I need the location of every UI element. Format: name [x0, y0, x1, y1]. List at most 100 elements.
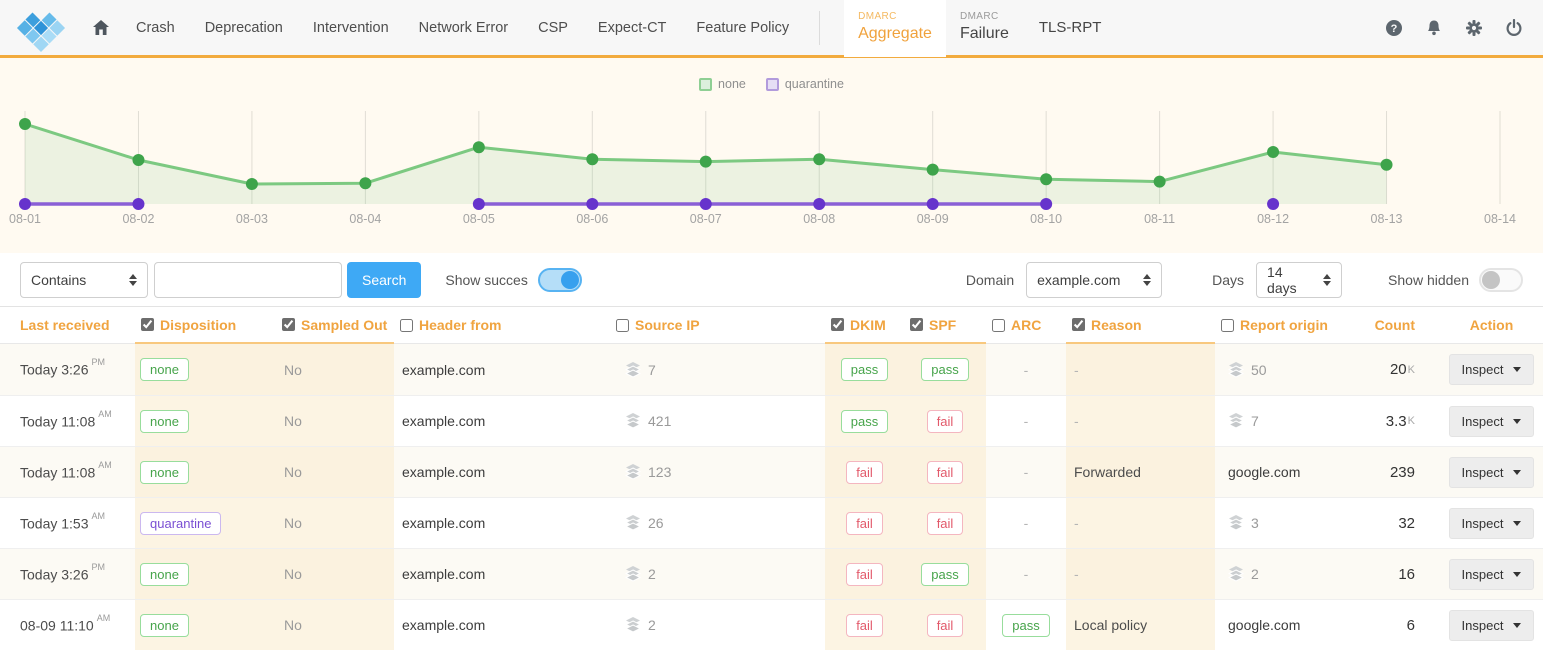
column-header-spf[interactable]: SPF	[904, 307, 986, 344]
column-header-disposition[interactable]: Disposition	[135, 307, 276, 344]
dmarc-trend-chart: none quarantine 08-01 08-02 08-03 08-04 08-0…	[0, 58, 1543, 253]
column-label: Reason	[1091, 316, 1142, 333]
none-point[interactable]	[132, 154, 145, 166]
column-checkbox-reason[interactable]	[1072, 318, 1085, 331]
inspect-button[interactable]: Inspect	[1448, 456, 1535, 488]
domain-select[interactable]: example.com	[1026, 261, 1163, 298]
report-origin: google.com	[1228, 617, 1301, 633]
cell-action: Inspect	[1440, 396, 1543, 446]
column-header-source-ip[interactable]: Source IP	[610, 307, 825, 344]
column-header-dkim[interactable]: DKIM	[825, 307, 904, 344]
column-checkbox-header-from[interactable]	[400, 318, 413, 332]
quarantine-point[interactable]	[1040, 198, 1053, 210]
quarantine-point[interactable]	[1267, 198, 1280, 210]
nav-item-network-error[interactable]: Network Error	[418, 19, 509, 36]
table-row: Today 11:08 AM none No example.com 123 fail fai…	[0, 446, 1543, 497]
x-tick-label: 08-08	[803, 212, 835, 226]
tab-dmarc-aggregate[interactable]: DMARC Aggregate	[844, 0, 946, 57]
column-checkbox-disposition[interactable]	[141, 318, 154, 331]
nav-item-feature-policy[interactable]: Feature Policy	[696, 19, 790, 36]
none-point[interactable]	[926, 163, 939, 176]
column-label: Count	[1374, 317, 1415, 333]
tab-dmarc-failure[interactable]: DMARC Failure	[946, 0, 1023, 57]
column-checkbox-source-ip[interactable]	[616, 318, 629, 332]
count-suffix: K	[1407, 363, 1415, 376]
column-checkbox-sampled-out[interactable]	[282, 318, 295, 331]
column-checkbox-dkim[interactable]	[831, 318, 844, 331]
column-header-last-received[interactable]: Last received	[0, 307, 135, 344]
column-header-reason[interactable]: Reason	[1066, 307, 1215, 344]
show-success-toggle[interactable]	[537, 267, 582, 292]
quarantine-point[interactable]	[472, 198, 485, 210]
quarantine-point[interactable]	[813, 198, 826, 210]
none-point[interactable]	[586, 153, 599, 166]
column-checkbox-report-origin[interactable]	[1221, 318, 1234, 332]
match-type-select[interactable]: Contains	[20, 261, 148, 298]
none-point[interactable]	[1040, 173, 1053, 186]
days-select[interactable]: 14 days	[1256, 261, 1343, 298]
inspect-button[interactable]: Inspect	[1448, 558, 1535, 590]
none-point[interactable]	[472, 141, 485, 154]
cell-report-origin: google.com	[1215, 600, 1345, 650]
app-logo[interactable]	[16, 3, 66, 52]
column-header-count[interactable]: Count	[1345, 307, 1440, 344]
nav-item-expect-ct[interactable]: Expect-CT	[597, 19, 667, 36]
none-point[interactable]	[245, 178, 258, 190]
search-button[interactable]: Search	[347, 261, 422, 298]
reason: Forwarded	[1074, 464, 1141, 480]
cell-last-received: Today 1:53 AM	[0, 498, 135, 548]
quarantine-point[interactable]	[926, 198, 939, 210]
header-from: example.com	[402, 515, 486, 531]
show-hidden-toggle[interactable]	[1479, 267, 1523, 292]
inspect-button[interactable]: Inspect	[1448, 405, 1535, 437]
nav-item-deprecation[interactable]: Deprecation	[204, 19, 283, 36]
updown-caret-icon	[1143, 273, 1152, 286]
chevron-down-icon	[1513, 571, 1522, 577]
cell-last-received: Today 3:26 PM	[0, 344, 135, 395]
none-point[interactable]	[699, 155, 712, 168]
cell-spf: fail	[904, 600, 986, 650]
inspect-button[interactable]: Inspect	[1448, 354, 1535, 385]
settings-icon[interactable]	[1465, 19, 1483, 37]
column-header-report-origin[interactable]: Report origin	[1215, 307, 1345, 344]
quarantine-point[interactable]	[586, 198, 599, 210]
inspect-button[interactable]: Inspect	[1448, 507, 1535, 539]
quarantine-point[interactable]	[132, 198, 145, 210]
search-input[interactable]	[154, 261, 342, 298]
column-label: SPF	[929, 316, 957, 333]
quarantine-point[interactable]	[19, 198, 31, 210]
legend-item-none[interactable]: none	[699, 76, 746, 92]
column-header-arc[interactable]: ARC	[986, 307, 1066, 344]
cell-count: 6	[1345, 600, 1440, 650]
column-checkbox-spf[interactable]	[910, 318, 923, 331]
quarantine-point[interactable]	[699, 198, 712, 210]
none-point[interactable]	[1380, 158, 1393, 171]
none-point[interactable]	[813, 153, 826, 166]
help-icon[interactable]: ?	[1385, 19, 1403, 37]
count-suffix: K	[1407, 415, 1415, 427]
power-icon[interactable]	[1505, 18, 1523, 37]
nav-item-csp[interactable]: CSP	[538, 19, 568, 36]
inspect-button[interactable]: Inspect	[1448, 609, 1535, 641]
toggle-knob	[1482, 270, 1500, 289]
notifications-icon[interactable]	[1425, 19, 1443, 37]
nav-item-crash[interactable]: Crash	[136, 19, 175, 36]
domain-value: example.com	[1037, 271, 1121, 288]
none-point[interactable]	[19, 118, 31, 130]
empty-value: -	[1023, 413, 1029, 429]
home-button[interactable]	[92, 19, 110, 37]
column-label: ARC	[1011, 317, 1042, 333]
legend-item-quarantine[interactable]: quarantine	[765, 76, 844, 92]
cell-disposition: none	[135, 396, 276, 446]
none-point[interactable]	[1153, 175, 1166, 188]
column-header-action[interactable]: Action	[1440, 307, 1543, 344]
none-point[interactable]	[1267, 146, 1280, 158]
legend-label: none	[718, 77, 746, 91]
nav-item-intervention[interactable]: Intervention	[312, 19, 389, 36]
tab-tls-rpt[interactable]: TLS-RPT	[1038, 19, 1102, 36]
column-header-sampled-out[interactable]: Sampled Out	[276, 307, 394, 344]
column-checkbox-arc[interactable]	[992, 318, 1005, 332]
none-point[interactable]	[359, 177, 372, 190]
empty-value: -	[1023, 515, 1029, 531]
column-header-header-from[interactable]: Header from	[394, 307, 610, 344]
